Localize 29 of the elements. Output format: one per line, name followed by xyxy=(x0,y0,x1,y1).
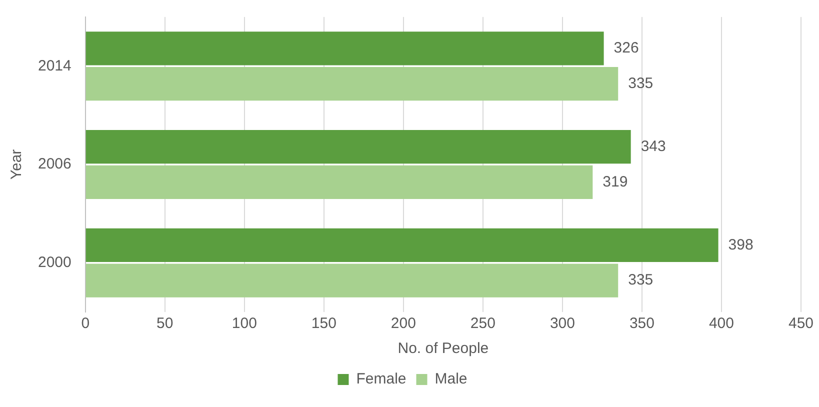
data-label: 343 xyxy=(640,138,666,155)
legend-label: Male xyxy=(434,370,468,388)
legend-label: Female xyxy=(356,370,406,388)
y-axis-title: Year xyxy=(8,149,26,180)
y-tick-label: 2006 xyxy=(38,156,72,173)
data-label: 319 xyxy=(602,173,628,190)
x-tick-label: 450 xyxy=(788,315,814,332)
x-tick-label: 350 xyxy=(629,315,654,332)
x-tick-label: 400 xyxy=(708,315,734,332)
bar xyxy=(86,67,618,101)
y-tick-label: 2014 xyxy=(38,57,72,74)
bar xyxy=(86,228,718,262)
x-tick-label: 200 xyxy=(390,315,416,332)
x-tick-label: 100 xyxy=(232,315,257,332)
bar xyxy=(86,130,631,164)
data-label: 398 xyxy=(728,236,754,254)
x-axis-title: No. of People xyxy=(398,340,489,358)
bar xyxy=(86,165,593,200)
y-tick-label: 2000 xyxy=(38,254,72,271)
bar xyxy=(86,264,618,298)
x-tick-label: 150 xyxy=(311,315,336,332)
bar xyxy=(86,32,604,66)
data-label: 335 xyxy=(628,272,654,289)
data-label: 335 xyxy=(628,75,654,92)
x-tick-label: 250 xyxy=(470,315,496,332)
data-label: 326 xyxy=(614,40,639,57)
x-tick-label: 50 xyxy=(156,315,174,332)
x-tick-label: 300 xyxy=(550,315,575,332)
x-tick-label: 0 xyxy=(81,315,90,332)
